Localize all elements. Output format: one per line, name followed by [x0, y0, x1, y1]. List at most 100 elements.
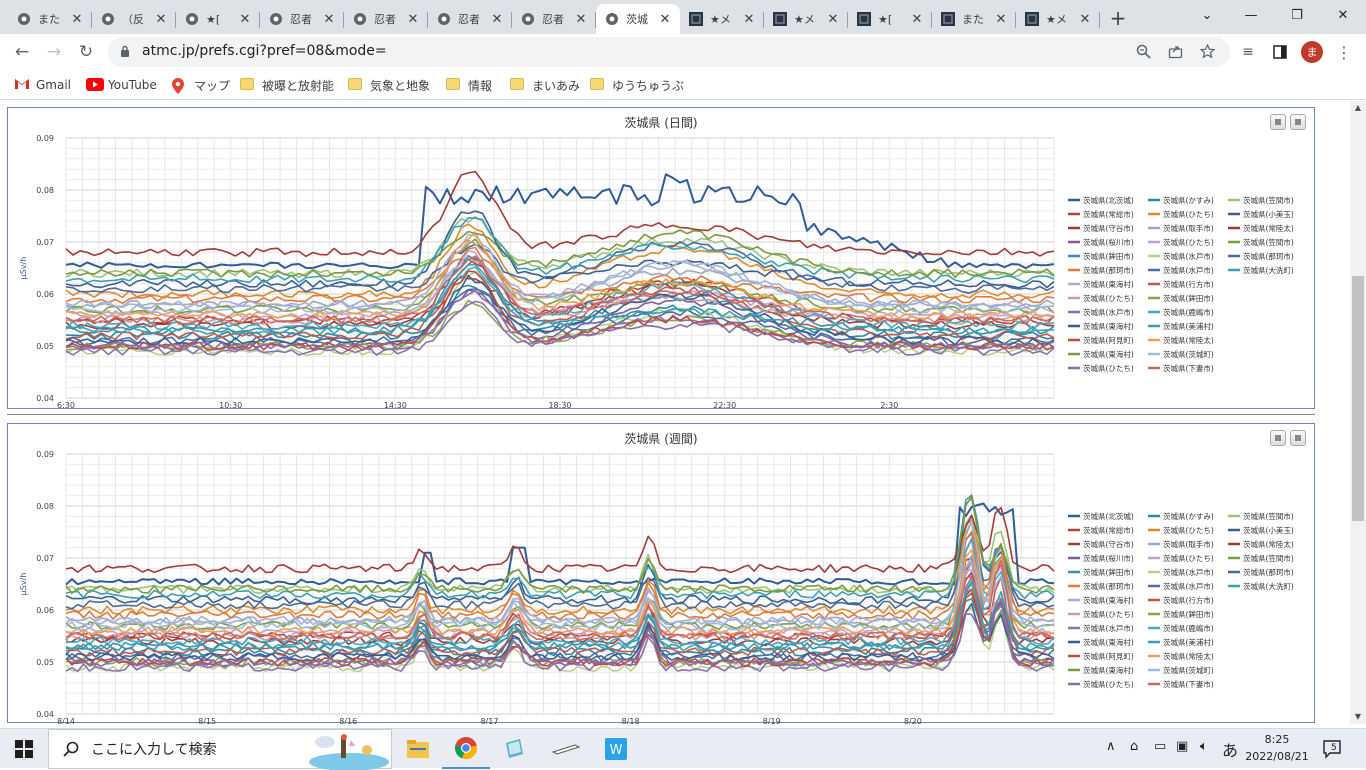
legend-label: 茨城県(鹿嶋市) — [1163, 307, 1214, 317]
legend-label: 茨城県(ひたち) — [1083, 609, 1134, 619]
tab-close-icon[interactable]: ✕ — [1079, 11, 1091, 27]
series-line — [65, 257, 1055, 315]
lock-icon — [121, 45, 129, 57]
tab-separator — [1015, 12, 1016, 28]
tab-close-icon[interactable]: ✕ — [491, 11, 503, 27]
series-line — [65, 558, 1055, 626]
bookmark-item[interactable]: YouTube — [86, 76, 157, 94]
tab-title: また — [38, 13, 60, 26]
legend-label: 茨城県(東海村) — [1083, 637, 1134, 647]
chart-legend: 茨城県(北茨城) 茨城県(かすみ) 茨城県(笠間市) 茨城県(常総市) 茨城県(ひたち)… — [1068, 511, 1294, 689]
minimize-button[interactable]: — — [1244, 7, 1258, 23]
bookmark-item[interactable]: ゆうちゅうぶ — [590, 76, 684, 94]
browser-tab[interactable]: 忍者 ✕ — [260, 4, 344, 34]
tab-title: 忍者 — [374, 13, 396, 26]
reload-button[interactable]: ↻ — [78, 42, 94, 62]
legend-label: 茨城県(行方市) — [1163, 595, 1214, 605]
browser-tab[interactable]: 忍者 ✕ — [344, 4, 428, 34]
site-icon — [940, 11, 956, 27]
new-tab-button[interactable]: + — [1109, 6, 1127, 30]
forward-button[interactable]: → — [46, 42, 62, 62]
taskbar-file-explorer[interactable] — [394, 729, 442, 769]
browser-tab[interactable]: 忍者 ✕ — [428, 4, 512, 34]
tray-show-hidden-icon[interactable]: ∧ — [1106, 739, 1116, 754]
globe-icon — [184, 11, 200, 27]
browser-tab[interactable]: 忍者 ✕ — [512, 4, 596, 34]
maximize-button[interactable]: ❐ — [1291, 7, 1303, 23]
close-window-button[interactable]: ✕ — [1337, 7, 1349, 23]
scroll-down-arrow[interactable]: ▼ — [1354, 712, 1362, 721]
bookmark-item[interactable]: 気象と地象 — [348, 76, 430, 94]
print-chart-button[interactable] — [1270, 430, 1286, 446]
download-chart-button[interactable] — [1290, 430, 1306, 446]
series-line — [65, 592, 1055, 667]
taskbar-clock[interactable]: 8:25 2022/08/21 — [1244, 731, 1310, 765]
tab-close-icon[interactable]: ✕ — [911, 11, 923, 27]
browser-tab[interactable]: また ✕ — [932, 4, 1016, 34]
legend-label: 茨城県(行方市) — [1163, 279, 1214, 289]
folder-icon — [446, 78, 462, 92]
taskbar-chrome[interactable] — [442, 729, 490, 769]
globe-icon — [604, 11, 620, 27]
tab-close-icon[interactable]: ✕ — [827, 11, 839, 27]
y-tick-label: 0.08 — [36, 186, 54, 195]
taskbar-app-w[interactable]: W — [592, 729, 640, 769]
page-scrollbar[interactable]: ▲ ▼ — [1350, 101, 1366, 724]
tab-close-icon[interactable]: ✕ — [323, 11, 335, 27]
browser-tab[interactable]: （反 ✕ — [92, 4, 176, 34]
browser-tab[interactable]: ★[✕ — [848, 4, 932, 34]
tab-close-icon[interactable]: ✕ — [155, 11, 167, 27]
browser-tab[interactable]: ★メ ✕ — [680, 4, 764, 34]
tab-close-icon[interactable]: ✕ — [995, 11, 1007, 27]
tray-battery-icon[interactable]: ▭ — [1154, 739, 1167, 754]
tab-close-icon[interactable]: ✕ — [407, 11, 419, 27]
x-tick-label: 8/18 — [622, 717, 640, 724]
media-control-icon[interactable]: ≡ — [1242, 44, 1254, 60]
series-line — [65, 495, 1055, 595]
bookmark-star-icon[interactable] — [1200, 44, 1215, 59]
taskbar-search-box[interactable]: ここに入力して検索 — [48, 729, 392, 770]
share-icon[interactable] — [1168, 44, 1183, 59]
tab-search-button[interactable]: ⌄ — [1201, 7, 1213, 23]
notification-center-button[interactable]: 5 — [1322, 739, 1344, 759]
scroll-up-arrow[interactable]: ▲ — [1354, 103, 1362, 112]
tab-close-icon[interactable]: ✕ — [659, 11, 671, 27]
profile-button[interactable]: ま — [1298, 38, 1326, 66]
series-line — [65, 173, 1055, 270]
address-bar[interactable]: atmc.jp/prefs.cgi?pref=08&mode= — [108, 37, 1230, 67]
browser-tab[interactable]: ★[✕ — [176, 4, 260, 34]
bookmark-item[interactable]: 情報 — [446, 76, 492, 94]
side-panel-icon[interactable] — [1266, 38, 1294, 66]
browser-tab[interactable]: ★メ ✕ — [1016, 4, 1100, 34]
tab-close-icon[interactable]: ✕ — [239, 11, 251, 27]
tray-network-icon[interactable]: ▣ — [1176, 739, 1189, 754]
tray-volume-icon[interactable]: 🔈︎ — [1200, 739, 1208, 754]
tray-meet-icon[interactable]: ⌂ — [1130, 739, 1139, 754]
menu-kebab-icon[interactable]: ⋮ — [1336, 42, 1352, 62]
bookmark-item[interactable]: まいあみ — [510, 76, 580, 94]
weekly-line-chart: 0.09 0.08 0.07 0.06 0.05 0.04 μSv/h 8/14 8/15 8/1… — [19, 450, 1294, 724]
back-button[interactable]: ← — [14, 42, 30, 62]
download-chart-button[interactable] — [1290, 114, 1306, 130]
browser-tab[interactable]: ★メ ✕ — [764, 4, 848, 34]
tab-close-icon[interactable]: ✕ — [71, 11, 83, 27]
tab-close-icon[interactable]: ✕ — [743, 11, 755, 27]
bookmark-item[interactable]: Gmail — [14, 76, 71, 94]
globe-icon — [16, 11, 32, 27]
ime-indicator[interactable]: あ — [1222, 741, 1239, 760]
bookmark-item[interactable]: 被曝と放射能 — [240, 76, 334, 94]
tab-close-icon[interactable]: ✕ — [575, 11, 587, 27]
series-line — [65, 530, 1055, 620]
series-line — [65, 496, 1055, 605]
start-button[interactable] — [0, 729, 48, 769]
browser-tab[interactable]: また ✕ — [8, 4, 92, 34]
scrollbar-thumb[interactable] — [1352, 276, 1364, 521]
chrome-icon — [455, 737, 478, 760]
bookmark-item[interactable]: マップ — [172, 76, 230, 94]
browser-tab[interactable]: 茨城 ✕ — [596, 4, 680, 34]
taskbar-notepad[interactable] — [490, 729, 538, 769]
print-chart-button[interactable] — [1270, 114, 1286, 130]
zoom-icon[interactable] — [1136, 44, 1151, 59]
series-line — [65, 263, 1055, 335]
taskbar-app-pen[interactable] — [542, 729, 590, 769]
